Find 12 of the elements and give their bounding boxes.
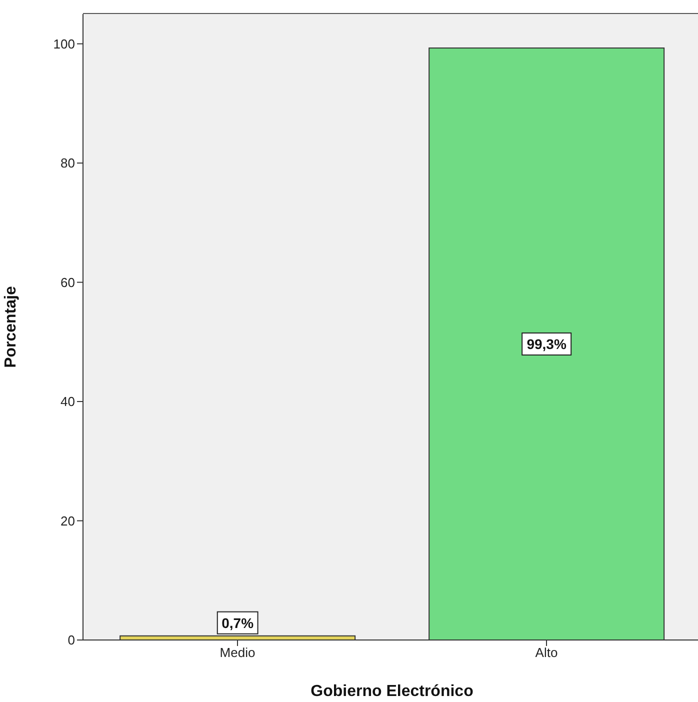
y-tick-label: 20	[60, 513, 75, 528]
x-axis-title: Gobierno Electrónico	[310, 683, 474, 700]
x-tick-label: Medio	[220, 645, 256, 660]
y-tick-label: 100	[53, 36, 75, 52]
y-tick-label: 60	[60, 274, 75, 290]
y-tick-label: 40	[60, 394, 75, 410]
x-tick-label: Alto	[535, 645, 558, 660]
y-tick-label: 80	[60, 156, 75, 171]
data-label: 99,3%	[526, 336, 567, 352]
y-axis-title: Porcentaje	[2, 286, 20, 368]
data-label: 0,7%	[222, 614, 254, 631]
y-tick-label: 0	[68, 632, 75, 648]
